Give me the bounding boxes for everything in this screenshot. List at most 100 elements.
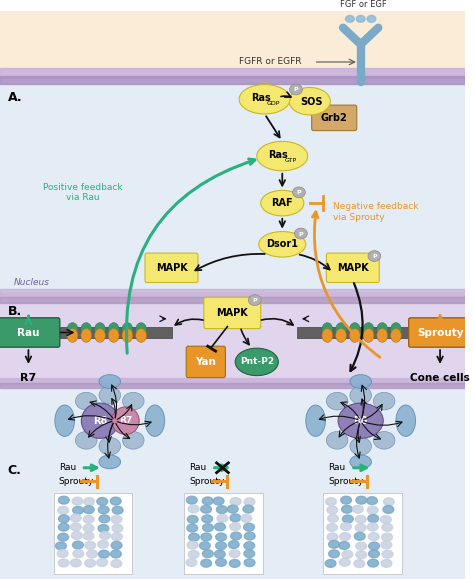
Ellipse shape	[259, 232, 306, 257]
Ellipse shape	[338, 403, 383, 438]
Text: Sprouty: Sprouty	[189, 477, 224, 486]
Ellipse shape	[75, 393, 97, 410]
Ellipse shape	[382, 523, 392, 532]
Text: Sprouty: Sprouty	[59, 477, 94, 486]
Ellipse shape	[381, 541, 392, 549]
Ellipse shape	[98, 540, 109, 548]
Ellipse shape	[356, 542, 366, 550]
Ellipse shape	[341, 496, 352, 504]
Ellipse shape	[81, 323, 91, 336]
Ellipse shape	[87, 550, 98, 558]
Ellipse shape	[289, 87, 330, 115]
Ellipse shape	[327, 523, 337, 532]
Ellipse shape	[202, 497, 213, 505]
Bar	[184, 493, 263, 574]
Ellipse shape	[99, 437, 120, 455]
Bar	[0, 383, 465, 389]
Ellipse shape	[294, 228, 307, 239]
Ellipse shape	[58, 515, 69, 523]
Ellipse shape	[67, 329, 78, 342]
Ellipse shape	[374, 393, 395, 410]
Ellipse shape	[58, 523, 69, 531]
Ellipse shape	[213, 497, 224, 505]
Ellipse shape	[99, 386, 120, 404]
Ellipse shape	[368, 251, 381, 262]
Ellipse shape	[239, 85, 290, 114]
Ellipse shape	[111, 515, 122, 523]
Text: Ras: Ras	[251, 93, 271, 103]
Bar	[54, 493, 132, 574]
Ellipse shape	[396, 405, 416, 437]
Text: R8: R8	[354, 416, 368, 426]
Ellipse shape	[350, 455, 372, 469]
Ellipse shape	[72, 532, 82, 540]
Ellipse shape	[83, 524, 94, 532]
Text: P: P	[372, 254, 377, 259]
Ellipse shape	[322, 329, 333, 342]
Ellipse shape	[346, 16, 354, 23]
Ellipse shape	[83, 498, 94, 505]
Text: P: P	[299, 232, 303, 236]
Ellipse shape	[55, 542, 66, 550]
Text: P: P	[297, 190, 301, 195]
Ellipse shape	[381, 559, 392, 567]
Text: MAPK: MAPK	[155, 263, 187, 273]
Ellipse shape	[340, 523, 351, 530]
Ellipse shape	[111, 560, 122, 567]
Ellipse shape	[95, 329, 105, 342]
Ellipse shape	[244, 498, 255, 505]
Ellipse shape	[217, 515, 228, 522]
Ellipse shape	[244, 542, 255, 549]
FancyBboxPatch shape	[186, 346, 226, 378]
Ellipse shape	[382, 533, 392, 541]
Ellipse shape	[110, 550, 121, 558]
Ellipse shape	[306, 405, 325, 437]
Ellipse shape	[136, 329, 146, 342]
FancyBboxPatch shape	[327, 253, 379, 283]
Ellipse shape	[216, 533, 227, 541]
Ellipse shape	[201, 533, 211, 541]
Ellipse shape	[97, 497, 108, 505]
Ellipse shape	[230, 514, 241, 522]
Text: MAPK: MAPK	[337, 263, 369, 273]
Ellipse shape	[336, 323, 346, 336]
Ellipse shape	[57, 549, 68, 558]
Ellipse shape	[350, 375, 372, 389]
Ellipse shape	[367, 506, 378, 514]
Ellipse shape	[244, 523, 255, 531]
Text: MAPK: MAPK	[217, 308, 248, 318]
Ellipse shape	[326, 497, 336, 505]
Ellipse shape	[235, 348, 278, 376]
Ellipse shape	[186, 496, 197, 504]
Ellipse shape	[322, 323, 333, 336]
Ellipse shape	[72, 497, 83, 505]
Ellipse shape	[67, 323, 78, 336]
Text: Yan: Yan	[195, 357, 216, 367]
Ellipse shape	[201, 505, 211, 513]
Ellipse shape	[202, 524, 213, 532]
Ellipse shape	[368, 559, 378, 567]
Ellipse shape	[336, 329, 346, 342]
Ellipse shape	[97, 559, 108, 566]
Ellipse shape	[354, 560, 365, 567]
Ellipse shape	[228, 541, 239, 548]
Ellipse shape	[111, 533, 122, 541]
Ellipse shape	[368, 515, 379, 522]
Ellipse shape	[112, 506, 123, 514]
Bar	[0, 11, 465, 72]
Ellipse shape	[99, 515, 110, 523]
Ellipse shape	[188, 551, 199, 558]
Ellipse shape	[81, 329, 91, 342]
Ellipse shape	[367, 16, 376, 23]
Ellipse shape	[339, 558, 350, 566]
Ellipse shape	[200, 542, 210, 549]
Ellipse shape	[363, 329, 374, 342]
Ellipse shape	[391, 329, 401, 342]
Ellipse shape	[73, 541, 83, 549]
Ellipse shape	[100, 532, 110, 540]
Ellipse shape	[349, 329, 360, 342]
Ellipse shape	[327, 431, 348, 449]
Ellipse shape	[108, 323, 119, 336]
Ellipse shape	[230, 497, 241, 505]
Text: Negative feedback
via Sprouty: Negative feedback via Sprouty	[333, 202, 419, 222]
